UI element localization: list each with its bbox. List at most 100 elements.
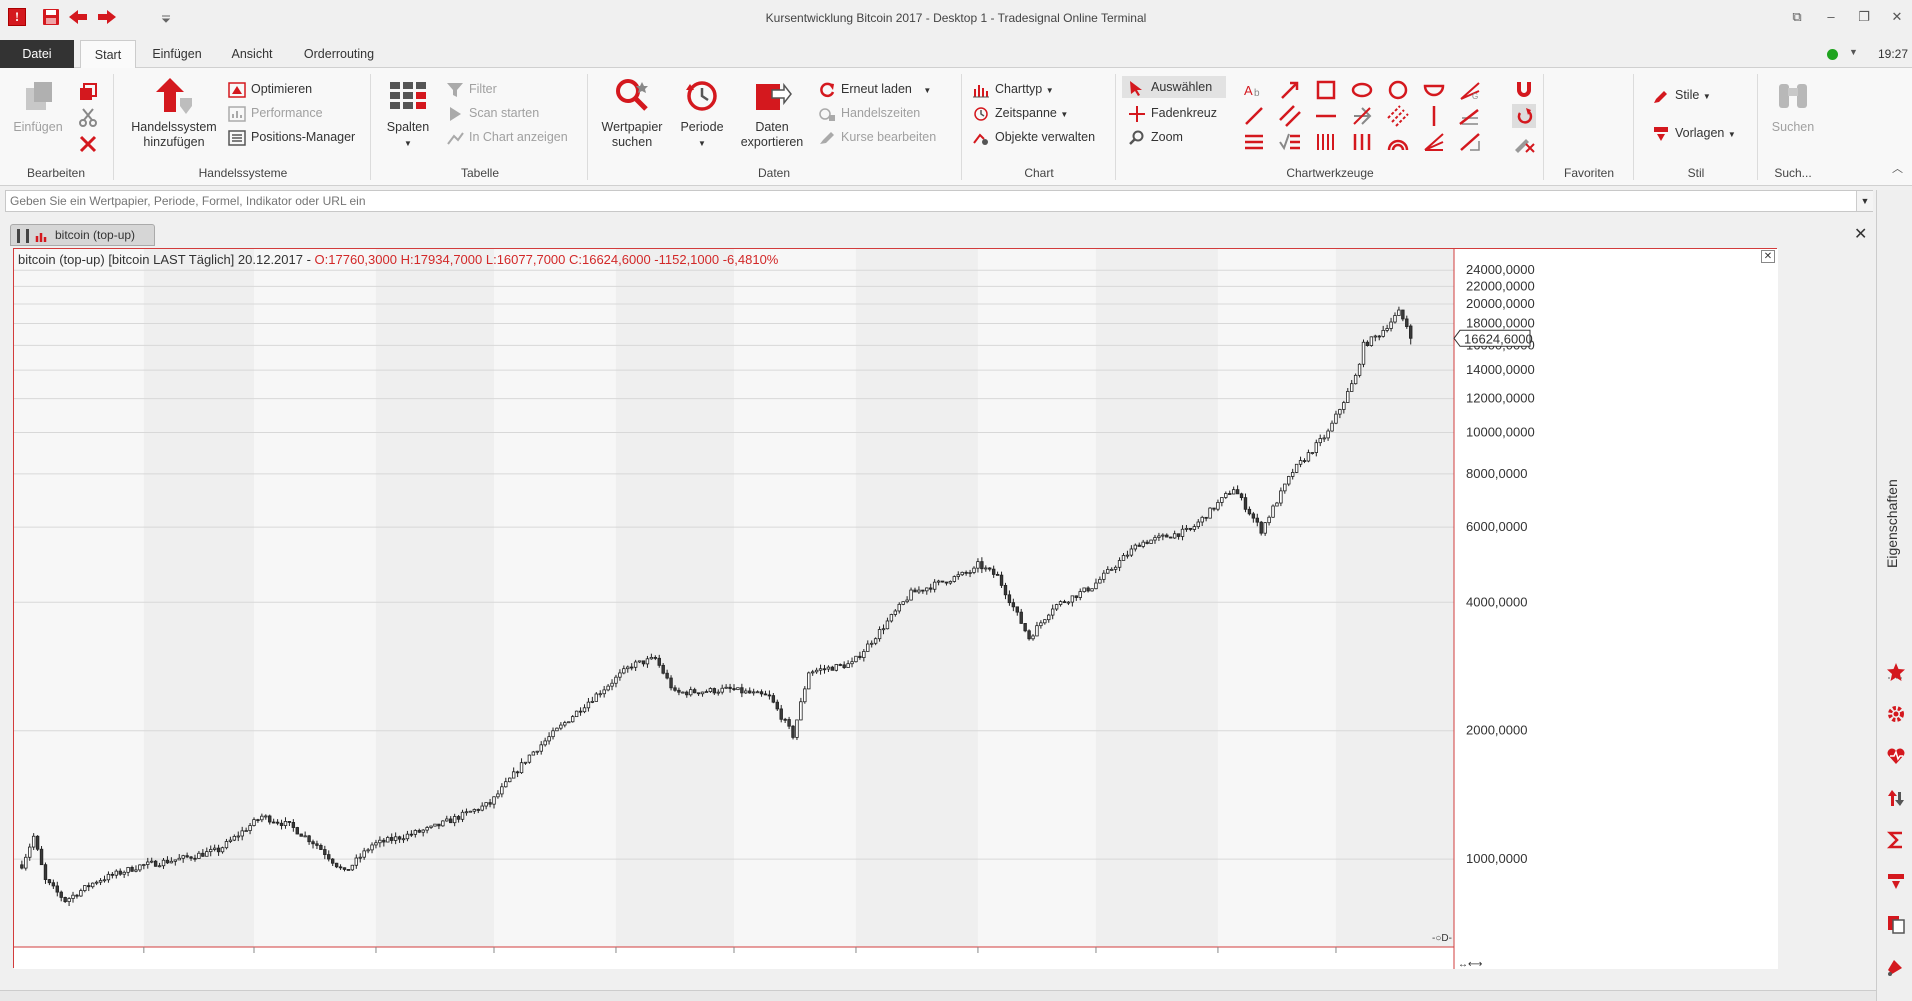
reload-button[interactable]: Erneut laden ▼ — [818, 78, 931, 100]
rectangle-tool-icon[interactable] — [1314, 78, 1338, 102]
circle-tool-icon[interactable] — [1386, 78, 1410, 102]
candlestick-chart[interactable]: 1000,0000 2000,0000 4000,0000 6000,0000 8000… — [14, 249, 1778, 969]
tab-start[interactable]: Start — [80, 40, 136, 69]
arrow-back-icon[interactable] — [67, 7, 89, 27]
tab-ansicht[interactable]: Ansicht — [231, 47, 273, 61]
group-label-bearbeiten: Bearbeiten — [26, 166, 86, 180]
edit-prices-button[interactable]: Kurse bearbeiten — [818, 126, 936, 148]
delete-drawing-icon[interactable] — [1512, 130, 1536, 154]
arc-tool-icon[interactable] — [1422, 78, 1446, 102]
time-zones-tool-icon[interactable] — [1350, 130, 1374, 154]
candle-body — [1310, 452, 1315, 454]
fib-retracement-tool-icon[interactable] — [1242, 130, 1266, 154]
speed-lines-tool-icon[interactable] — [1458, 130, 1482, 154]
y-tick-label: 10000,0000 — [1466, 424, 1535, 439]
select-tool-button[interactable]: Auswählen — [1122, 76, 1226, 98]
manage-objects-button[interactable]: Objekte verwalten — [972, 126, 1095, 148]
gann-tool-icon[interactable]: G — [1458, 78, 1482, 102]
export-data-button[interactable]: Daten exportieren — [734, 76, 810, 150]
vertical-line-tool-icon[interactable] — [1422, 104, 1446, 128]
arrow-line-tool-icon[interactable] — [1278, 78, 1302, 102]
command-input[interactable] — [6, 191, 1872, 211]
panel-handle-icon[interactable] — [1886, 668, 1906, 688]
parallel-tool-icon[interactable] — [1386, 104, 1410, 128]
timespan-button[interactable]: Zeitspanne ▼ — [972, 102, 1068, 124]
fib-fan-tool-icon[interactable] — [1422, 130, 1446, 154]
close-icon[interactable]: ✕ — [1891, 9, 1903, 24]
candle-body — [1074, 595, 1078, 598]
chart-type-button[interactable]: Charttyp ▼ — [972, 78, 1054, 100]
ellipse-tool-icon[interactable] — [1350, 78, 1374, 102]
sum-icon[interactable] — [1886, 830, 1906, 850]
fib-arcs-tool-icon[interactable] — [1386, 130, 1410, 154]
quick-access-menu-icon[interactable] — [160, 7, 172, 27]
templates-button[interactable]: Vorlagen ▼ — [1652, 122, 1736, 144]
delete-icon[interactable] — [76, 132, 100, 156]
measure-tool-icon[interactable] — [1350, 104, 1374, 128]
search-security-button[interactable]: Wertpapier suchen — [594, 76, 670, 150]
trendline-tool-icon[interactable] — [1242, 104, 1266, 128]
cut-icon[interactable] — [76, 106, 100, 130]
legend-close-icon[interactable]: ✕ — [1761, 250, 1775, 263]
candle-body — [1247, 508, 1252, 515]
chart-close-icon[interactable]: ✕ — [1854, 226, 1868, 243]
watchlist-heart-icon[interactable] — [1886, 746, 1906, 766]
copy-icon[interactable] — [76, 80, 100, 104]
command-dropdown-icon[interactable]: ▼ — [1856, 191, 1873, 211]
period-button[interactable]: Periode ▼ — [672, 76, 732, 151]
save-icon[interactable] — [40, 7, 62, 27]
restore-panel-icon[interactable]: ⧉ — [1792, 9, 1802, 24]
search-button[interactable]: Suchen — [1764, 76, 1822, 135]
performance-button[interactable]: Performance — [228, 102, 323, 124]
orders-icon[interactable] — [1886, 788, 1906, 808]
show-in-chart-button[interactable]: In Chart anzeigen — [446, 126, 568, 148]
candle-body — [736, 687, 740, 691]
snap-mode-icon[interactable] — [1512, 104, 1536, 128]
candle-body — [90, 882, 95, 888]
chart-tab[interactable]: bitcoin (top-up) — [10, 224, 155, 246]
filter-button[interactable]: Filter — [446, 78, 497, 100]
alarms-icon[interactable] — [1886, 956, 1906, 976]
channel-tool-icon[interactable] — [1278, 104, 1302, 128]
favorites-star-icon[interactable] — [1886, 662, 1906, 682]
tab-einfuegen[interactable]: Einfügen — [152, 47, 202, 61]
status-dropdown-icon[interactable]: ▼ — [1849, 47, 1858, 57]
window-title: Kursentwicklung Bitcoin 2017 - Desktop 1… — [765, 11, 1147, 25]
legend-instrument: bitcoin (top-up) [bitcoin LAST Täglich] … — [18, 252, 311, 267]
add-trading-system-button[interactable]: Handelssystem hinzufügen — [124, 76, 224, 150]
svg-text:A: A — [1244, 83, 1253, 98]
paste-button[interactable]: Einfügen — [8, 76, 68, 135]
tab-orderrouting[interactable]: Orderrouting — [303, 47, 375, 61]
properties-panel-tab[interactable]: Eigenschaften — [1884, 479, 1900, 568]
fibonacci-tool-icon[interactable] — [1458, 104, 1482, 128]
columns-button[interactable]: Spalten ▼ — [380, 76, 436, 151]
horizontal-line-tool-icon[interactable] — [1314, 104, 1338, 128]
scan-start-button[interactable]: Scan starten — [446, 102, 539, 124]
zoom-button[interactable]: Zoom — [1128, 126, 1183, 148]
arrow-forward-icon[interactable] — [96, 7, 118, 27]
minimize-icon[interactable]: – — [1827, 9, 1835, 24]
collapse-ribbon-icon[interactable]: ︿ — [1892, 163, 1903, 175]
crosshair-button[interactable]: Fadenkreuz — [1128, 102, 1217, 124]
show-in-chart-label: In Chart anzeigen — [469, 130, 568, 144]
connection-status-icon[interactable] — [1827, 49, 1838, 60]
fib-extension-tool-icon[interactable] — [1278, 130, 1302, 154]
magnet-icon[interactable] — [1512, 78, 1536, 102]
chart-area[interactable]: 1000,0000 2000,0000 4000,0000 6000,0000 8000… — [13, 248, 1778, 969]
styles-button[interactable]: Stile ▼ — [1652, 84, 1711, 106]
andrews-pitchfork-tool-icon[interactable] — [1314, 130, 1338, 154]
download-icon[interactable] — [1886, 872, 1906, 892]
positions-manager-button[interactable]: Positions-Manager — [228, 126, 355, 148]
maximize-icon[interactable]: ❐ — [1858, 9, 1870, 24]
optimize-button[interactable]: Optimieren — [228, 78, 312, 100]
candle-body — [401, 838, 406, 841]
settings-gear-icon[interactable] — [1886, 704, 1906, 724]
candle-body — [177, 857, 181, 861]
candle-body — [209, 849, 213, 853]
pause-icon[interactable] — [17, 229, 29, 243]
candle-body — [39, 848, 44, 866]
trading-hours-button[interactable]: Handelszeiten — [818, 102, 920, 124]
tab-datei[interactable]: Datei — [0, 40, 74, 68]
documents-icon[interactable] — [1886, 914, 1906, 934]
